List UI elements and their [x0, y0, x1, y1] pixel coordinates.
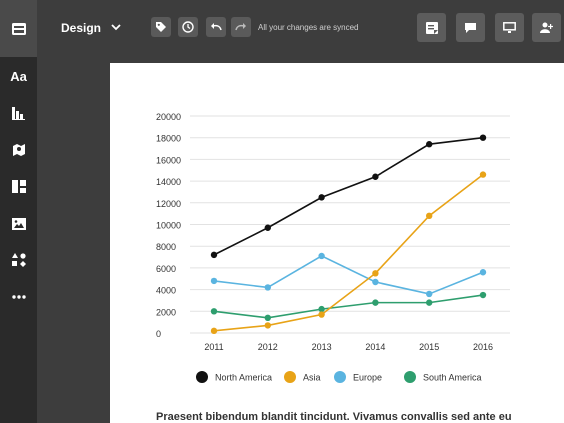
comment-icon [465, 22, 476, 33]
data-point [318, 194, 325, 201]
legend-swatch [196, 371, 208, 383]
sidebar-item-charts[interactable] [0, 101, 37, 125]
data-point [479, 171, 487, 178]
legend-swatch [404, 371, 416, 383]
tag-button[interactable] [151, 17, 171, 37]
data-point [426, 141, 433, 148]
legend-label: North America [215, 373, 272, 383]
y-tick-label: 6000 [156, 264, 176, 274]
sidebar-item-text[interactable]: Aa [0, 64, 37, 88]
undo-icon [211, 23, 222, 31]
sidebar-item-maps[interactable] [0, 138, 37, 162]
data-point [264, 322, 271, 329]
series-line [213, 136, 484, 256]
legend-swatch [334, 371, 346, 383]
history-icon [182, 21, 194, 33]
more-icon [11, 295, 26, 299]
x-tick-label: 2015 [419, 342, 439, 352]
y-tick-label: 8000 [156, 242, 176, 252]
bar-chart-icon [12, 106, 25, 120]
x-tick-label: 2014 [365, 342, 385, 352]
tag-icon [156, 22, 166, 32]
y-tick-label: 20000 [156, 112, 181, 122]
x-tick-label: 2016 [473, 342, 493, 352]
data-point [479, 134, 487, 141]
data-point [372, 278, 379, 286]
legend-item: South America [404, 371, 482, 383]
data-point [318, 311, 325, 318]
data-point [479, 291, 487, 299]
map-pin-icon [12, 144, 25, 156]
data-point [426, 299, 433, 306]
data-point [479, 269, 487, 276]
data-point [426, 212, 433, 220]
design-panel [37, 57, 110, 423]
layout-icon [11, 179, 26, 193]
data-point [264, 224, 271, 231]
series-line [213, 255, 484, 295]
x-tick-label: 2013 [312, 342, 332, 352]
data-point [372, 299, 379, 306]
y-tick-label: 16000 [156, 155, 181, 165]
image-icon [11, 218, 26, 230]
y-tick-label: 18000 [156, 134, 181, 144]
left-sidebar: Aa [0, 0, 37, 423]
text-icon: Aa [10, 68, 27, 84]
share-icon [540, 22, 553, 33]
notes-icon [425, 21, 438, 34]
data-point [372, 270, 379, 277]
y-tick-label: 10000 [156, 221, 181, 231]
inbox-icon [11, 22, 26, 35]
series-line [213, 173, 484, 332]
data-point [318, 252, 325, 260]
sidebar-item-shapes[interactable] [0, 248, 37, 272]
y-tick-label: 14000 [156, 177, 181, 187]
legend-label: Europe [353, 373, 382, 383]
line-chart[interactable]: 0 2000 4000 6000 8000 10000 12000 14000 16000 180… [110, 63, 564, 393]
x-tick-label: 2012 [258, 342, 278, 352]
sync-status: All your changes are synced [258, 23, 359, 32]
sidebar-item-more[interactable] [0, 285, 37, 309]
y-tick-label: 0 [156, 329, 161, 339]
data-point [318, 305, 325, 313]
notes-button[interactable] [417, 13, 446, 42]
x-tick-label: 2011 [204, 342, 223, 352]
data-point [210, 308, 218, 315]
data-point [372, 173, 379, 180]
legend-label: Asia [303, 373, 321, 383]
data-point [264, 284, 271, 291]
legend-label: South America [423, 373, 482, 383]
data-point [426, 290, 433, 298]
body-paragraph: Praesent bibendum blandit tincidunt. Viv… [156, 411, 512, 423]
design-menu[interactable]: Design [61, 21, 102, 35]
y-tick-label: 12000 [156, 199, 181, 209]
sidebar-home[interactable] [0, 0, 37, 57]
y-tick-label: 2000 [156, 307, 176, 317]
sidebar-item-layout[interactable] [0, 174, 37, 198]
legend-item: Asia [284, 371, 321, 383]
redo-button[interactable] [231, 17, 251, 37]
data-point [210, 277, 218, 285]
undo-button[interactable] [206, 17, 226, 37]
sidebar-item-images[interactable] [0, 212, 37, 236]
redo-icon [235, 23, 246, 31]
history-button[interactable] [178, 17, 198, 37]
share-button[interactable] [532, 13, 561, 42]
legend-item: North America [196, 371, 272, 383]
series-line [213, 294, 484, 319]
shapes-icon [11, 253, 26, 267]
legend-swatch [284, 371, 296, 383]
data-point [264, 314, 271, 322]
y-tick-label: 4000 [156, 286, 176, 296]
present-icon [503, 22, 516, 33]
data-point [210, 251, 218, 259]
data-point [210, 327, 218, 335]
chevron-down-icon[interactable] [109, 20, 123, 34]
comment-button[interactable] [456, 13, 485, 42]
present-button[interactable] [495, 13, 524, 42]
slide-canvas[interactable]: 0 2000 4000 6000 8000 10000 12000 14000 16000 180… [110, 63, 564, 423]
legend-item: Europe [334, 371, 382, 383]
